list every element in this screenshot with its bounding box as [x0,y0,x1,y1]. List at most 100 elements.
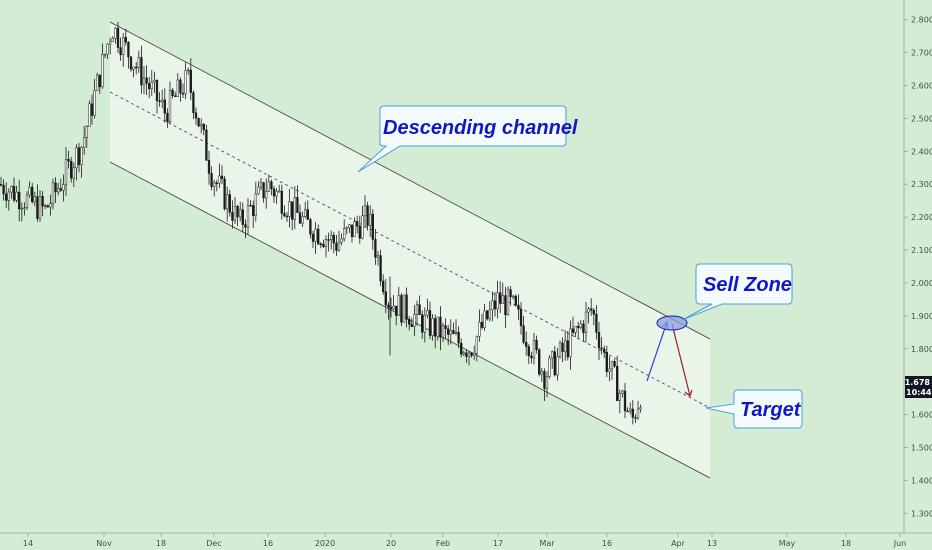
candle-body [218,175,221,184]
candle-body [205,129,208,161]
candle-body [49,203,52,208]
candle-body [621,390,624,394]
candles-group [0,21,642,425]
candle-body [132,66,135,70]
candle-body [202,124,205,131]
candle-body [62,184,65,191]
candle-body [636,408,640,419]
candle-body [595,313,598,333]
time-tick-label: 2020 [315,539,335,548]
candle-body [283,213,286,217]
last-price-label: 1.678 [905,378,931,387]
candle-body [473,353,476,356]
price-tick-label: 1.500 [911,443,932,452]
candle-body [51,182,55,204]
candle-body [387,304,390,308]
candle-body [457,331,460,344]
candle-body [309,219,312,235]
candle-body [343,228,346,240]
candle-body [257,186,260,195]
candle-body [252,205,255,216]
candle-body [483,310,486,328]
candle-body [571,328,575,333]
callout-target: Target [705,389,803,429]
candle-body [288,201,291,217]
candle-body [10,186,13,193]
candle-body [491,300,494,311]
candle-body [18,191,21,210]
descending-channel [110,22,710,478]
candle-body [46,205,49,208]
candle-body [57,188,60,193]
candle-body [371,213,374,240]
candle-body [540,371,543,375]
candle-body [509,289,512,298]
candle-body [197,117,200,127]
candle-body [184,70,187,95]
candle-body [415,304,419,315]
time-tick-label: 16 [602,539,612,548]
callout-sell-zone-text: Sell Zone [703,274,792,296]
candle-body [405,294,408,320]
candle-body [551,351,554,359]
price-tick-label: 2.500 [911,114,932,123]
price-tick-label: 1.600 [911,411,932,420]
candle-body [189,69,192,93]
candle-body [155,79,159,101]
time-tick-label: 13 [707,539,717,548]
candle-body [532,339,536,359]
candle-body [150,81,153,90]
candle-body [267,181,270,192]
candle-body [31,186,34,202]
candle-body [631,408,634,418]
candle-body [504,295,507,316]
candle-body [254,193,257,216]
candle-body [101,54,104,88]
price-tick-label: 1.900 [911,312,932,321]
candle-body [179,79,182,94]
time-tick-label: Dec [206,539,221,548]
candle-body [135,66,138,69]
candle-body [548,357,551,377]
channel-upper-line [109,21,711,340]
candle-body [59,188,62,191]
candle-body [400,295,403,323]
time-tick-label: Feb [436,539,450,548]
time-axis-ticks: 14 Nov 18 Dec 16 2020 20 Feb 17 Mar 16 Apr 13 May 18 Ju… [23,533,906,548]
candle-body [98,74,101,88]
projection-down-arrow [671,323,691,397]
candle-body [109,41,112,45]
candle-body [413,314,416,327]
candle-body [408,319,411,325]
candle-body [366,205,369,226]
candle-body [465,352,468,357]
candle-body [127,41,130,58]
time-tick-label: 18 [156,539,166,548]
candle-body [639,407,642,410]
candle-body [600,347,603,350]
candle-body [444,325,447,330]
candle-body [350,224,354,237]
price-tick-label: 2.000 [911,279,932,288]
candle-body [319,243,322,246]
candle-body [278,190,281,193]
candle-body [83,137,86,148]
candle-body [538,349,541,375]
candle-body [556,356,559,376]
candle-body [285,215,289,218]
candle-body [207,160,211,174]
candle-body [514,295,517,306]
candle-body [215,182,218,185]
candle-body [7,191,10,201]
candle-body [462,352,465,355]
candle-body [395,305,398,316]
candle-body [590,308,593,311]
candle-body [449,330,452,335]
candle-body [574,326,577,333]
candle-body [501,295,504,304]
candle-body [241,209,244,225]
candle-body [72,167,75,179]
candle-body [374,239,377,258]
time-tick-label: 14 [23,539,33,548]
